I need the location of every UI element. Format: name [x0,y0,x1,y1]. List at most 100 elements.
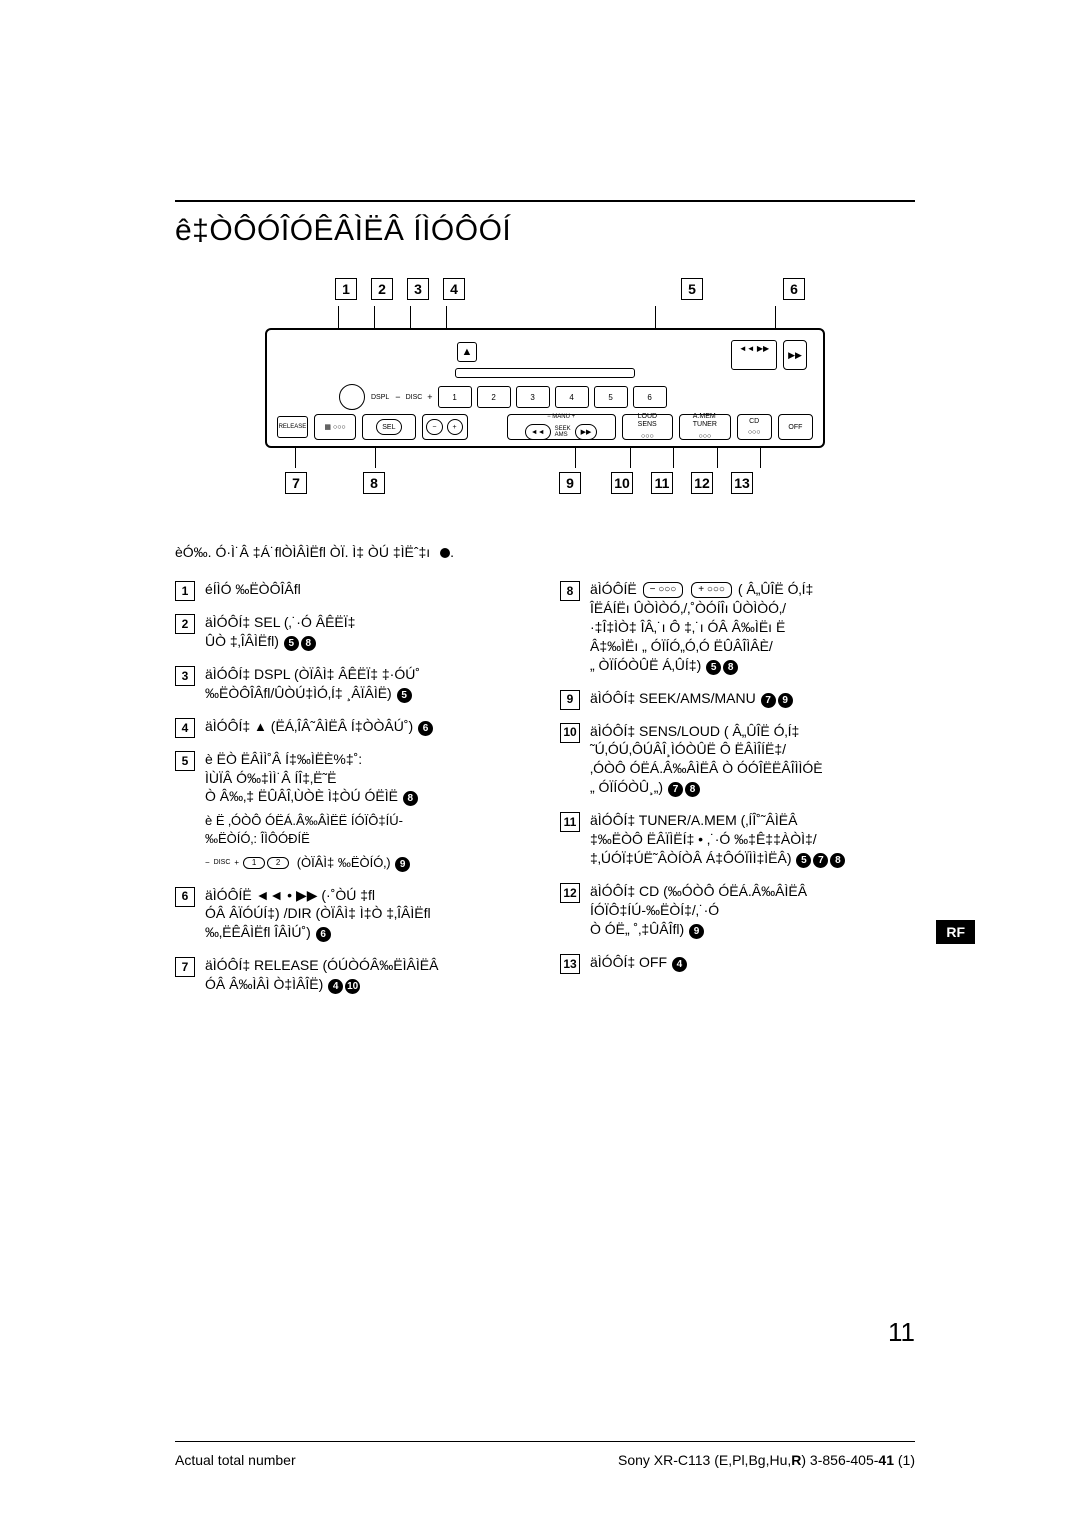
item-text: äÌÓÔÍ‡ ▲ (ËÁ‚ÎÂ˜ÂÌËÂ Í‡ÒÒÂÚ˚) 6 [205,717,530,736]
item-number: 5 [175,751,195,771]
ref-circle: 5 [397,688,412,703]
ref-circle: 8 [830,853,845,868]
ref-circle: 8 [685,782,700,797]
preset-6[interactable]: 6 [633,386,667,408]
ref-circle: 7 [668,782,683,797]
item-number: 2 [175,614,195,634]
callout-10: 10 [611,472,633,494]
item-text: äÌÓÔÍ‡ SEL (‚˙·Ó ÂÊËÏ‡ÛÒ ‡‚ÎÂÌËﬂ) 58 [205,613,530,651]
callout-1: 1 [335,278,357,300]
ref-circle: 9 [395,857,410,872]
callout-7: 7 [285,472,307,494]
item-number: 3 [175,666,195,686]
list-item-13: 13äÌÓÔÍ‡ OFF 4 [560,953,915,972]
item-number: 6 [175,887,195,907]
loud-sens[interactable]: LOUD SENS○○○ [622,414,673,440]
cassette-slot [455,368,635,378]
callout-2: 2 [371,278,393,300]
ref-circle: 10 [345,979,360,994]
ref-circle: 9 [778,693,793,708]
item-text: è ËÒ ËÂÌÌ˚Â Í‡‰ÌËÈ%‡˚:ÌÙÏÂ Ó‰‡ÌÌ˙Â ÍÎ‡‚Ë… [205,750,530,807]
disc-pill-2: 2 [267,857,289,869]
dspl-button[interactable] [339,384,365,410]
footer-right: Sony XR-C113 (E,Pl,Bg,Hu,R) 3-856-405-41… [618,1452,915,1468]
rf-badge: RF [936,920,975,944]
preset-5[interactable]: 5 [594,386,628,408]
callout-4: 4 [443,278,465,300]
preset-3[interactable]: 3 [516,386,550,408]
off-button[interactable]: OFF [778,414,813,440]
item-number: 4 [175,718,195,738]
eject-button[interactable]: ▲ [457,342,477,362]
seek-left: ◄◄ [525,424,551,440]
ref-circle: 4 [672,957,687,972]
item-text: äÌÓÔÍ‡ RELEASE (ÓÚÒÓÂ‰ËÌÂÌËÂÓÂ Â‰ÌÂÌ Ò‡Ì… [205,956,530,994]
item-text: äÌÓÔÍ‡ SENS/LOUD ( Â„ÛÎË Ó‚Í‡˜Ú‚ÓÚ‚ÔÚÂÎ¸… [590,722,915,798]
cd-button[interactable]: CD○○○ [737,414,772,440]
disc-pill-1: 1 [243,857,265,869]
list-item-1: 1 éÍÌÓ ‰ËÒÔÎÂﬂ [175,580,530,599]
item-number: 1 [175,581,195,601]
item-number: 12 [560,883,580,903]
disc-label: DISC [406,394,423,401]
item-number: 8 [560,581,580,601]
preset-4[interactable]: 4 [555,386,589,408]
seek-right: ▶▶ [575,424,598,440]
knob[interactable]: ▶▶ [783,340,807,370]
callout-11: 11 [651,472,673,494]
ref-circle: 8 [723,660,738,675]
ref-circle: 4 [328,979,343,994]
callout-8: 8 [363,472,385,494]
black-dot-icon [440,548,450,558]
callout-6: 6 [783,278,805,300]
item-text: äÌÓÔÍ‡ TUNER/A.MEM (‚ÍÎ˚˜ÂÌËÂ‡‰ËÒÔ ËÂÏÌË… [590,811,915,868]
dspl-label: DSPL [371,394,389,401]
callout-3: 3 [407,278,429,300]
list-item-7: 7 äÌÓÔÍ‡ RELEASE (ÓÚÒÓÂ‰ËÌÂÌËÂÓÂ Â‰ÌÂÌ Ò‡… [175,956,530,994]
item-text: éÍÌÓ ‰ËÒÔÎÂﬂ [205,580,530,599]
vol-box[interactable]: − + [422,414,468,440]
sel-label: SEL [376,419,401,435]
item-number: 9 [560,690,580,710]
ref-circle: 6 [418,721,433,736]
list-item-6: 6äÌÓÔÍË ◄◄ • ▶▶ (·˚ÒÚ ‡ﬂÓÂ ÂÏÓÚÍ‡) /DIR … [175,886,530,943]
manu-label: MANU [552,414,570,420]
description-columns: 1 éÍÌÓ ‰ËÒÔÎÂﬂ 2 äÌÓÔÍ‡ SEL (‚˙·Ó ÂÊËÏ‡ÛÒ ‡… [175,580,915,1008]
vol-plus: + [447,419,463,435]
footer: Actual total number Sony XR-C113 (E,Pl,B… [175,1441,915,1468]
device-figure: 1 2 3 4 5 6 ▲ ◄◄ ▶▶ ▶▶ [265,278,825,494]
item-text: äÌÓÔÍ‡ OFF 4 [590,953,915,972]
tuner-amem[interactable]: A.MEM TUNER○○○ [679,414,730,440]
callout-5: 5 [681,278,703,300]
ref-circle: 5 [706,660,721,675]
item-text: äÌÓÔÍ‡ CD (‰ÓÒÔ ÓËÁ.Â‰ÂÌËÂÍÓÏÔ‡ÍÚ-‰ËÒÍ‡/… [590,882,915,939]
seek-ams-box[interactable]: − MANU + ◄◄ SEEK AMS ▶▶ [507,414,616,440]
list-item-5: 5 è ËÒ ËÂÌÌ˚Â Í‡‰ÌËÈ%‡˚:ÌÙÏÂ Ó‰‡ÌÌ˙Â ÍÎ‡‚… [175,750,530,807]
item-text: äÌÓÔÍË ◄◄ • ▶▶ (·˚ÒÚ ‡ﬂÓÂ ÂÏÓÚÍ‡) /DIR (… [205,886,530,943]
ref-circle: 9 [689,924,704,939]
seek-preview[interactable]: ◄◄ ▶▶ [731,340,777,370]
disc-minus: − [395,392,400,402]
seek-ams-label: SEEK AMS [555,426,571,438]
right-column: 8äÌÓÔÍË − ○○○ + ○○○ ( Â„ÛÎË Ó‚Í‡ÎËÁÍËı Û… [560,580,915,1008]
title-rule [175,200,915,202]
display-box: ▦ ○○○ [314,414,356,440]
ref-circle: 8 [403,791,418,806]
item-number: 11 [560,812,580,832]
list-item-12: 12 äÌÓÔÍ‡ CD (‰ÓÒÔ ÓËÁ.Â‰ÂÌËÂÍÓÏÔ‡ÍÚ-‰ËÒÍ… [560,882,915,939]
release-button[interactable]: RELEASE [277,416,308,438]
list-item-4: 4 äÌÓÔÍ‡ ▲ (ËÁ‚ÎÂ˜ÂÌËÂ Í‡ÒÒÂÚ˚) 6 [175,717,530,736]
callout-9: 9 [559,472,581,494]
item-extra: è Ë ‚ÓÒÔ ÓËÁ.Â‰ÂÌËË ÍÓÏÔ‡ÍÚ-‰ËÒÍÓ‚: ÎÌÔÓ… [205,812,530,847]
item-number: 7 [175,957,195,977]
preset-1[interactable]: 1 [438,386,472,408]
page-number: 11 [888,1317,915,1348]
ref-circle: 6 [316,927,331,942]
preset-2[interactable]: 2 [477,386,511,408]
item-text: äÌÓÔÍË − ○○○ + ○○○ ( Â„ÛÎË Ó‚Í‡ÎËÁÍËı ÛÒ… [590,580,915,675]
ref-circle: 7 [813,853,828,868]
ref-circle: 5 [796,853,811,868]
list-item-2: 2 äÌÓÔÍ‡ SEL (‚˙·Ó ÂÊËÏ‡ÛÒ ‡‚ÎÂÌËﬂ) 58 [175,613,530,651]
ref-circle: 5 [284,636,299,651]
sel-box[interactable]: SEL [362,414,415,440]
